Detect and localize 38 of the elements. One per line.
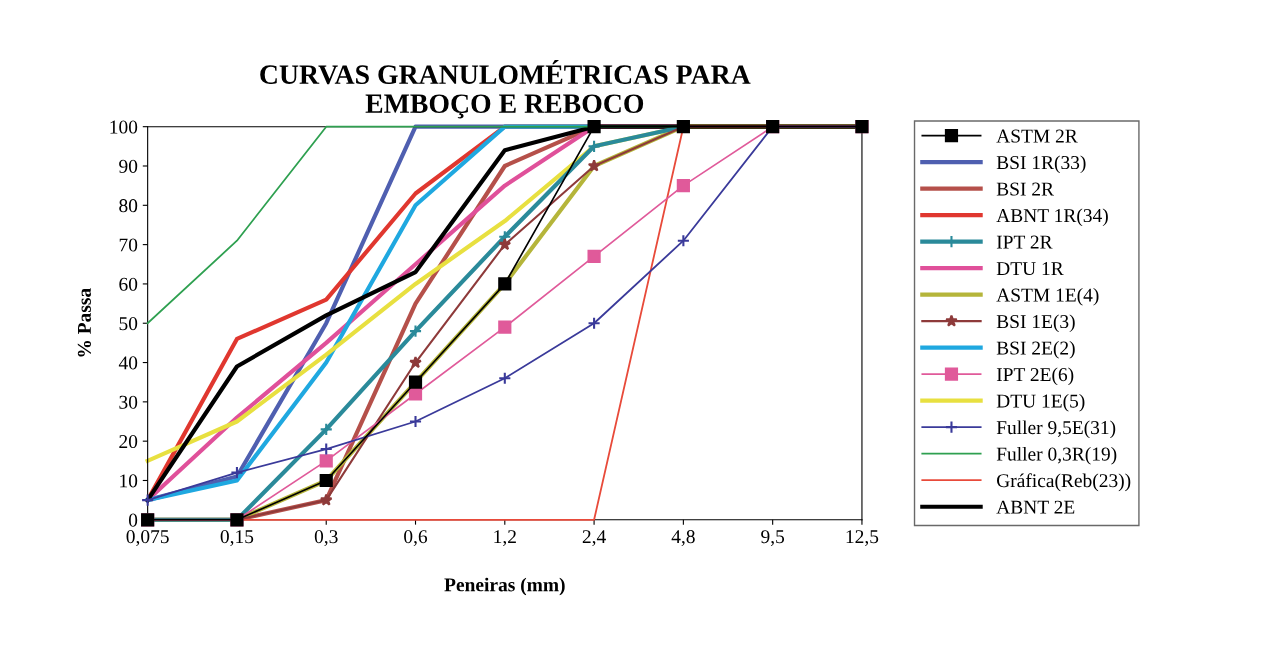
x-tick-label: 0,15 (220, 530, 254, 546)
y-tick-label: 10 (120, 474, 138, 488)
legend-label: IPT 2E(6) (996, 367, 1074, 386)
x-tick-label: 0,3 (314, 530, 338, 546)
legend-label: ABNT 2E (996, 500, 1075, 514)
legend-label: Fuller 9,5E(31) (996, 420, 1116, 439)
legend-label: BSI 2R (996, 182, 1054, 196)
y-tick-label: 90 (119, 159, 138, 173)
legend-label: ABNT 1R(34) (996, 208, 1108, 227)
x-tick-label: 1,2 (494, 530, 516, 546)
legend-label: BSI 2E(2) (996, 340, 1075, 359)
y-tick-label: 30 (119, 395, 138, 409)
y-tick-label: 100 (110, 120, 138, 134)
y-axis-title: % Passa (77, 288, 91, 357)
legend-label: DTU 1E(5) (996, 393, 1085, 412)
legend-label: BSI 1R(33) (996, 155, 1086, 174)
chart-title: CURVAS GRANULOMÉTRICAS PARA EMBOÇO E REBOCO (260, 60, 751, 119)
x-tick-label: 4,8 (671, 530, 695, 546)
legend-label: Gráfica(Reb(23)) (996, 473, 1131, 492)
legend-label: Fuller 0,3R(19) (996, 446, 1117, 465)
y-tick-label: 60 (119, 277, 138, 291)
y-tick-label: 80 (119, 199, 138, 213)
x-tick-label: 2,4 (582, 530, 606, 546)
x-tick-label: 0,6 (404, 530, 428, 546)
x-tick-label: 0,075 (126, 530, 169, 546)
legend-label: IPT 2R (996, 235, 1053, 249)
y-tick-label: 40 (118, 356, 138, 370)
x-axis-title: Peneiras (mm) (444, 577, 565, 596)
legend-label: ASTM 2R (996, 129, 1078, 143)
x-tick-label: 12,5 (846, 530, 879, 546)
legend-label: ASTM 1E(4) (996, 287, 1099, 306)
y-tick-label: 50 (119, 317, 138, 331)
legend-label: DTU 1R (996, 262, 1064, 276)
y-tick-label: 20 (119, 434, 138, 449)
legend-label: BSI 1E(3) (996, 314, 1075, 333)
y-tick-label: 70 (119, 238, 138, 252)
x-tick-label: 9,5 (761, 530, 785, 546)
y-tick-label: 0 (128, 513, 138, 527)
